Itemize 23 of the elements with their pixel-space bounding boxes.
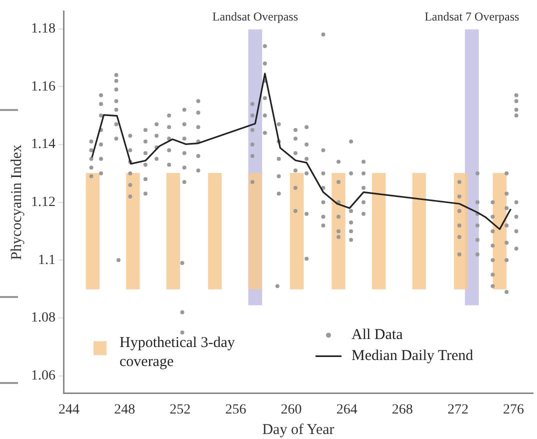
x-tick-label: 260	[280, 402, 302, 418]
legend-label: Hypothetical 3-day coverage	[120, 335, 236, 370]
legend-label: Median Daily Trend	[352, 348, 474, 364]
x-tick-label: 248	[114, 402, 136, 418]
legend-label: All Data	[352, 327, 404, 344]
x-tick-label: 276	[503, 402, 524, 418]
x-tick-label: 252	[170, 402, 191, 418]
y-axis-title: Phycocyanin Index	[8, 144, 25, 260]
x-tick-label: 268	[392, 402, 413, 418]
x-tick-label: 272	[447, 402, 468, 418]
y-tick-label: 1.1	[38, 252, 56, 268]
band-label: Landsat 7 Overpass	[424, 10, 520, 24]
y-tick-label: 1.14	[31, 137, 56, 152]
y-tick-label: 1.06	[31, 368, 56, 384]
x-tick-label: 256	[225, 402, 246, 418]
band-label: Landsat Overpass	[212, 10, 298, 24]
y-tick-label: 1.08	[31, 310, 56, 326]
y-tick-label: 1.12	[31, 194, 56, 210]
x-tick-label: 244	[58, 402, 80, 418]
y-tick-label: 1.16	[31, 79, 56, 94]
y-tick-label: 1.18	[31, 21, 56, 36]
x-tick-label: 264	[336, 402, 358, 418]
x-axis-title: Day of Year	[262, 422, 334, 438]
